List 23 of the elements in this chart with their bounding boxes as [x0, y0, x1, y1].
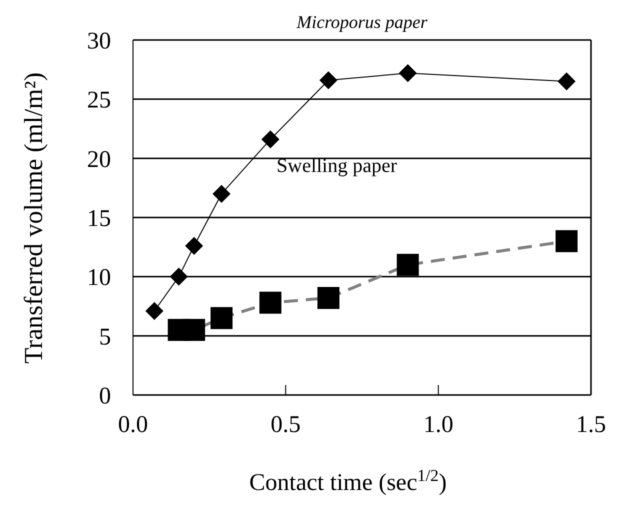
- y-tick-label: 0: [99, 384, 111, 410]
- point: [212, 184, 231, 203]
- point: [398, 64, 417, 82]
- chart-title: Microporus paper: [296, 12, 428, 33]
- x-tick-label: 0.5: [270, 412, 301, 438]
- annotation: Swelling paper: [276, 154, 398, 178]
- y-tick-label: 30: [87, 28, 111, 55]
- y-tick-label: 5: [99, 324, 111, 350]
- x-tick-label: 1.5: [576, 412, 606, 438]
- point: [319, 71, 338, 90]
- y-axis-title: Transferred volume (ml/m²): [19, 72, 48, 364]
- point: [145, 302, 164, 320]
- point: [185, 236, 204, 255]
- x-axis-title: Contact time (sec$^{1/2}$): [249, 466, 447, 496]
- y-tick-label: 10: [87, 265, 111, 292]
- x-tick-label: 0.0: [118, 412, 148, 438]
- point: [558, 72, 576, 90]
- point: [170, 268, 188, 286]
- x-tick-label: 1.0: [423, 412, 454, 438]
- y-tick-label: 20: [87, 146, 111, 173]
- point: [261, 130, 280, 148]
- y-tick-label: 15: [87, 206, 111, 232]
- y-tick-label: 25: [87, 88, 111, 114]
